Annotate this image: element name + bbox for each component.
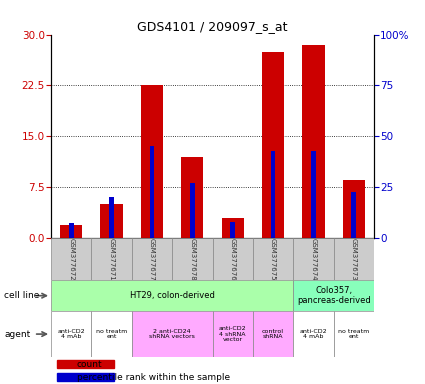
Text: no treatm
ent: no treatm ent [338,329,369,339]
Text: agent: agent [4,329,31,339]
FancyBboxPatch shape [253,311,293,357]
Text: count: count [77,359,102,369]
Text: control
shRNA: control shRNA [262,329,284,339]
Bar [190,183,195,238]
FancyBboxPatch shape [334,311,374,357]
Text: 2 anti-CD24
shRNA vectors: 2 anti-CD24 shRNA vectors [149,329,195,339]
FancyBboxPatch shape [293,280,374,311]
Bar [60,225,82,238]
FancyBboxPatch shape [132,311,212,357]
Bar [302,45,325,238]
Text: GSM377674: GSM377674 [310,238,317,281]
Text: no treatm
ent: no treatm ent [96,329,127,339]
FancyBboxPatch shape [132,238,172,280]
Text: GSM377672: GSM377672 [68,238,74,281]
Text: Colo357,
pancreas-derived: Colo357, pancreas-derived [297,286,371,305]
Text: anti-CD2
4 mAb: anti-CD2 4 mAb [57,329,85,339]
FancyBboxPatch shape [293,311,334,357]
Bar [311,151,316,238]
FancyBboxPatch shape [253,238,293,280]
Title: GDS4101 / 209097_s_at: GDS4101 / 209097_s_at [137,20,288,33]
Text: anti-CD2
4 shRNA
vector: anti-CD2 4 shRNA vector [219,326,246,343]
Bar [351,192,356,238]
Bar [150,147,154,238]
FancyBboxPatch shape [51,280,293,311]
Bar [181,157,204,238]
FancyBboxPatch shape [212,238,253,280]
Bar [262,51,284,238]
Text: cell line: cell line [4,291,40,300]
FancyBboxPatch shape [293,238,334,280]
Bar [221,218,244,238]
FancyBboxPatch shape [91,238,132,280]
Text: GSM377673: GSM377673 [351,238,357,281]
Bar [57,360,113,368]
FancyBboxPatch shape [172,238,212,280]
Bar [100,204,123,238]
Bar [57,373,113,381]
Text: GSM377675: GSM377675 [270,238,276,281]
Text: GSM377678: GSM377678 [189,238,196,281]
FancyBboxPatch shape [51,238,91,280]
Text: HT29, colon-derived: HT29, colon-derived [130,291,215,300]
Bar [343,180,365,238]
Text: GSM377671: GSM377671 [108,238,115,281]
Text: GSM377676: GSM377676 [230,238,236,281]
Text: GSM377677: GSM377677 [149,238,155,281]
Text: anti-CD2
4 mAb: anti-CD2 4 mAb [300,329,327,339]
Bar [69,223,74,238]
Text: percentile rank within the sample: percentile rank within the sample [77,372,230,382]
FancyBboxPatch shape [91,311,132,357]
Bar [271,151,275,238]
FancyBboxPatch shape [334,238,374,280]
FancyBboxPatch shape [51,311,91,357]
FancyBboxPatch shape [212,311,253,357]
Bar [109,197,114,238]
Bar [141,86,163,238]
Bar [230,222,235,238]
